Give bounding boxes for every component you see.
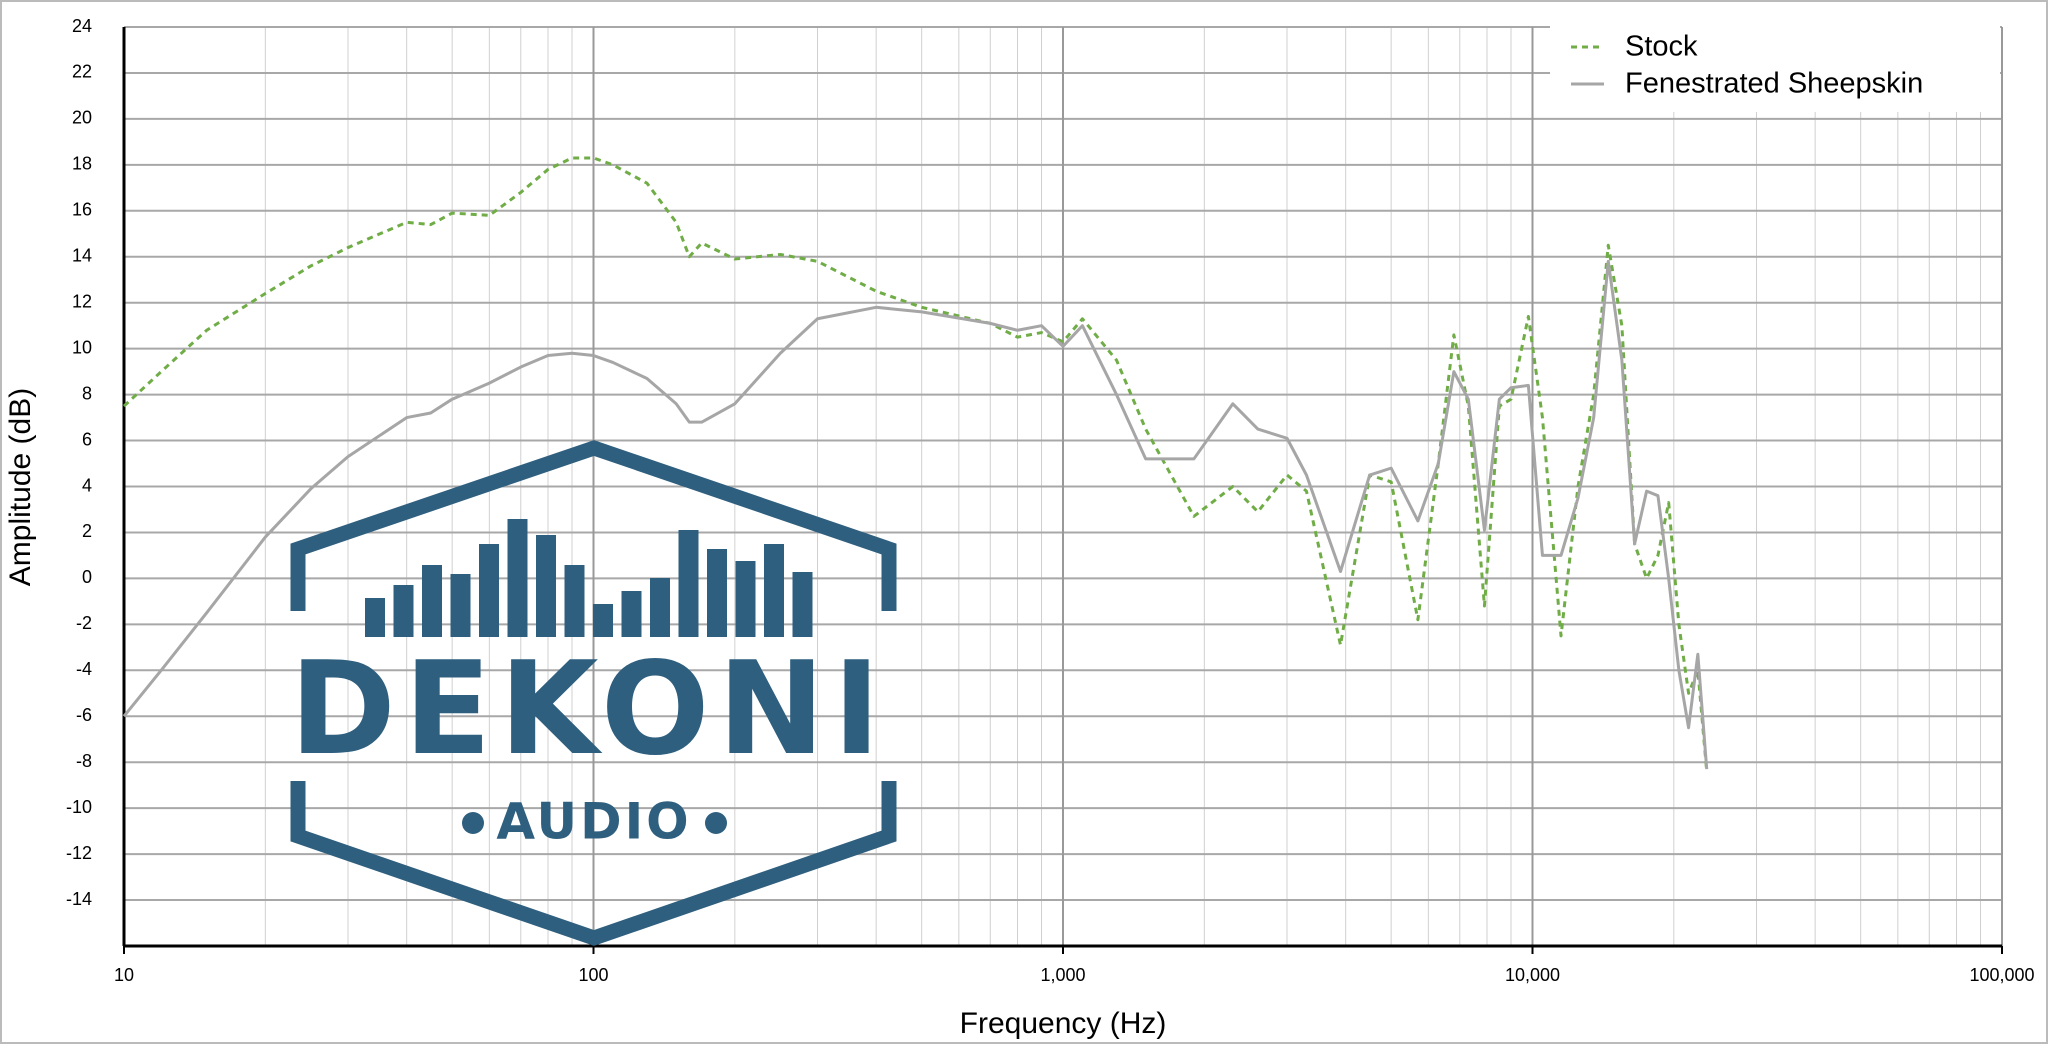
y-tick-label: 22 [72,62,92,82]
logo-dot [705,812,727,834]
legend-label: Stock [1625,31,1698,63]
logo-bar [593,604,613,637]
logo-bar [365,598,385,637]
x-tick-label: 10,000 [1505,965,1560,985]
logo-bar [792,572,813,637]
y-tick-label: 6 [82,429,92,449]
y-tick-label: 2 [82,521,92,541]
x-tick-label: 100,000 [1969,965,2034,985]
y-axis-title: Amplitude (dB) [4,388,37,586]
logo-bar [536,535,556,637]
x-tick-label: 100 [578,965,608,985]
plot: -14-12-10-8-6-4-202468101214161820222410… [66,16,2035,985]
y-tick-label: 4 [82,475,92,495]
logo-bars [365,519,813,637]
legend-label: Fenestrated Sheepskin [1625,68,1923,100]
logo-bar [650,578,670,637]
logo-dot [462,812,484,834]
y-tick-label: 16 [72,200,92,220]
y-tick-label: 10 [72,337,92,357]
series-line [122,259,1709,770]
y-tick-label: 0 [82,567,92,587]
watermark-logo: DEKONI AUDIO [290,440,897,946]
logo-bar [479,544,499,637]
logo-bar [678,530,699,637]
y-tick-label: -2 [76,613,92,633]
legend: Stock Fenestrated Sheepskin [1550,22,2000,112]
logo-bar [707,549,727,637]
y-tick-label: 24 [72,16,92,36]
y-tick-label: 12 [72,291,92,311]
y-tick-label: -14 [66,889,92,909]
y-tick-label: 14 [72,246,92,266]
logo-bar [735,561,756,637]
logo-bar [621,591,642,637]
y-tick-label: -4 [76,659,92,679]
logo-bar [450,574,471,637]
x-axis-title: Frequency (Hz) [960,1007,1167,1040]
y-tick-label: -8 [76,751,92,771]
logo-hex-top [290,440,897,611]
logo-bar [564,565,585,637]
logo-bar [422,565,442,637]
grid [122,26,2003,954]
y-tick-label: -6 [76,705,92,725]
y-tick-label: -12 [66,843,92,863]
y-tick-label: 18 [72,154,92,174]
logo-subtitle: AUDIO [496,793,691,851]
logo-bar [764,544,784,637]
x-tick-label: 1,000 [1040,965,1085,985]
x-tick-label: 10 [114,965,134,985]
logo-bar [393,585,414,637]
y-tick-label: -10 [66,797,92,817]
logo-title: DEKONI [290,635,889,784]
legend-box [1550,22,2000,112]
logo-bar [507,519,528,637]
logo-hex-bottom [290,781,897,946]
y-tick-label: 20 [72,108,92,128]
y-tick-label: 8 [82,383,92,403]
series-line [122,156,1709,772]
